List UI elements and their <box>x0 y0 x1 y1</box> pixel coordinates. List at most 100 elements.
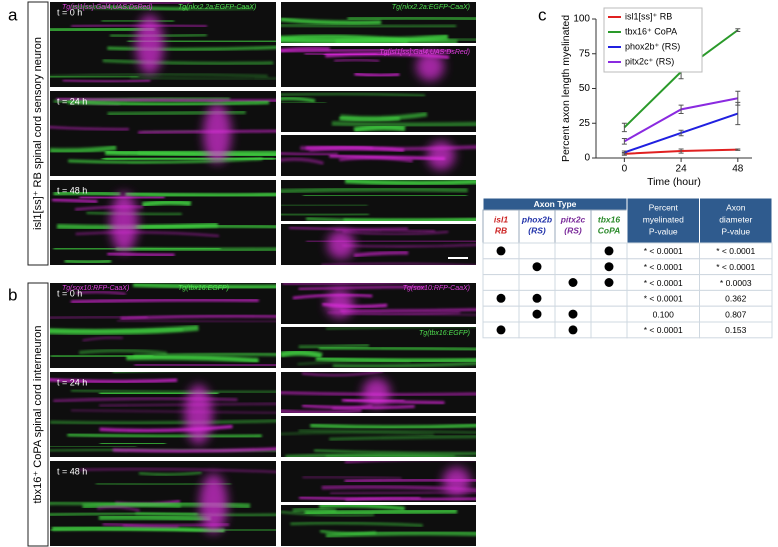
image-texture <box>79 468 276 473</box>
micrograph <box>50 283 276 368</box>
x-axis-title: Time (hour) <box>647 176 701 188</box>
image-texture <box>184 384 213 445</box>
error-bar <box>621 150 627 155</box>
image-texture <box>68 157 263 164</box>
table-cell <box>482 274 520 291</box>
member-dot <box>532 293 542 303</box>
image-texture <box>99 402 276 407</box>
image-texture <box>138 130 276 134</box>
table-cell <box>699 321 773 339</box>
timepoint-label: t = 48 h <box>57 185 87 195</box>
image-texture <box>299 496 476 501</box>
timepoint-label: t = 48 h <box>57 466 87 476</box>
image-texture <box>281 349 323 359</box>
image-texture <box>342 244 476 248</box>
image-texture <box>442 467 471 496</box>
member-dot <box>568 278 578 287</box>
micrograph <box>50 2 276 87</box>
image-texture <box>327 230 356 259</box>
image-texture <box>96 505 140 512</box>
image-texture <box>340 308 476 312</box>
image-texture <box>306 217 476 221</box>
image-texture <box>301 372 383 377</box>
x-tick-label: 48 <box>732 164 744 175</box>
p-value: * < 0.0001 <box>644 246 683 256</box>
image-texture <box>345 496 421 502</box>
image-texture <box>50 73 268 78</box>
image-texture <box>53 397 238 403</box>
image-texture <box>362 378 391 407</box>
image-texture <box>141 199 192 208</box>
image-texture <box>71 4 190 11</box>
error-bar <box>621 138 627 145</box>
member-dot <box>532 309 542 319</box>
image-texture <box>332 404 373 410</box>
p-header: Axon <box>726 202 746 212</box>
image-texture <box>67 432 262 439</box>
error-bar <box>678 148 684 154</box>
image-texture <box>50 512 198 516</box>
image-texture <box>281 431 434 436</box>
image-texture <box>344 461 385 464</box>
side-label-box <box>27 1 49 266</box>
image-texture <box>50 501 181 508</box>
micrograph <box>281 327 476 368</box>
timepoint-label: t = 0 h <box>57 7 82 17</box>
image-texture <box>101 19 175 23</box>
image-texture <box>305 145 405 152</box>
panel-label: b <box>8 285 17 304</box>
legend-label: tbx16⁺ CoPA <box>625 26 677 36</box>
micrograph <box>50 180 276 265</box>
image-texture <box>298 343 370 349</box>
p-value: * < 0.0001 <box>644 325 683 335</box>
member-dot <box>496 246 506 256</box>
member-dot <box>604 278 614 287</box>
table-cell <box>590 321 628 339</box>
member-dot <box>604 246 614 256</box>
image-texture <box>298 429 476 434</box>
image-texture <box>99 424 233 433</box>
p-value: * < 0.0001 <box>644 278 683 288</box>
p-value: * < 0.0001 <box>716 246 755 256</box>
column-header: RB <box>495 225 507 235</box>
column-header: isl1 <box>494 214 508 224</box>
image-texture <box>282 283 427 286</box>
image-texture <box>354 72 400 77</box>
column-header-cell <box>554 209 592 244</box>
member-dot <box>496 293 506 303</box>
image-texture <box>112 447 276 453</box>
error-bar <box>678 104 684 115</box>
image-texture <box>334 59 380 62</box>
table-cell <box>518 321 556 339</box>
image-texture <box>331 121 476 128</box>
image-texture <box>70 389 276 393</box>
p-value: * < 0.0001 <box>644 262 683 272</box>
y-tick-label: 50 <box>579 83 591 94</box>
channel-label: Tg(sox10:RFP-CaaX) <box>403 285 470 292</box>
micrograph <box>50 461 276 546</box>
image-texture <box>325 289 354 318</box>
p-header: P-value <box>721 226 750 236</box>
image-texture <box>281 187 468 194</box>
image-texture <box>310 423 476 430</box>
image-texture <box>298 285 426 291</box>
image-texture <box>138 471 202 476</box>
image-texture <box>50 145 117 154</box>
error-bar <box>735 28 741 33</box>
y-axis-title: Percent axon length myelinated <box>560 15 572 162</box>
image-texture <box>112 372 138 374</box>
image-texture <box>107 110 246 116</box>
micrograph <box>50 372 276 457</box>
image-texture <box>290 521 423 527</box>
x-tick-label: 24 <box>676 164 688 175</box>
image-texture <box>98 514 212 523</box>
image-texture <box>70 409 276 414</box>
table-cell <box>482 258 520 276</box>
image-background <box>281 283 476 324</box>
channel-label: Tg(tbx16:EGFP) <box>419 330 470 337</box>
image-texture <box>133 283 276 290</box>
image-texture <box>342 230 449 235</box>
micrograph <box>281 416 476 457</box>
image-texture <box>82 501 251 510</box>
